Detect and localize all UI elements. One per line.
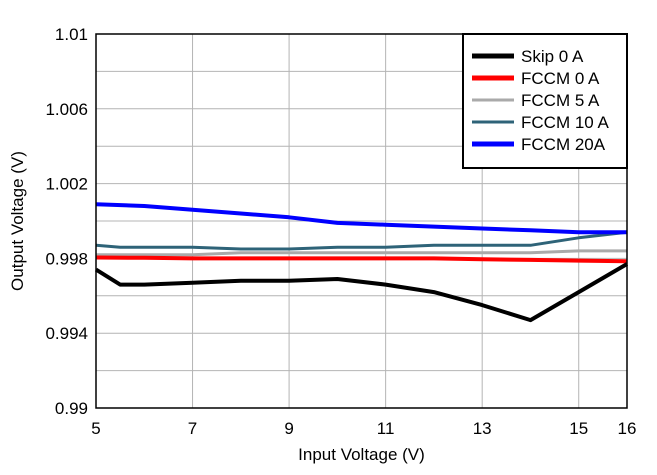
- x-tick-label: 5: [91, 419, 100, 438]
- series-line-4: [95, 202, 627, 235]
- y-axis-label: Output Voltage (V): [8, 151, 27, 291]
- x-tick-label: 13: [473, 419, 492, 438]
- y-tick-label: 1.01: [55, 25, 88, 44]
- plot-frame: [95, 33, 628, 409]
- x-tick-label: 15: [569, 419, 588, 438]
- x-axis-label: Input Voltage (V): [298, 445, 425, 464]
- x-tick-label: 7: [188, 419, 197, 438]
- legend: Skip 0 A FCCM 0 A FCCM 5 A FCCM 10 A FCCM 20…: [462, 33, 628, 169]
- x-tick-label: 16: [618, 419, 637, 438]
- series-line-2: [96, 249, 627, 257]
- x-tick-label: 11: [377, 419, 395, 438]
- legend-label: FCCM 10 A: [521, 113, 610, 132]
- y-tick-label: 1.002: [45, 175, 88, 194]
- series-line-1: [95, 255, 628, 264]
- y-tick-label: 1.006: [45, 100, 88, 119]
- x-tick-labels: 5 7 9 11 13 15 16: [91, 419, 636, 438]
- y-tick-label: 0.998: [45, 249, 88, 268]
- y-tick-label: 0.99: [55, 399, 88, 418]
- series-line-0: [94, 262, 629, 323]
- y-tick-labels: 0.99 0.994 0.998 1.002 1.006 1.01: [45, 25, 88, 418]
- legend-label: FCCM 20A: [521, 135, 606, 154]
- series-layer: [94, 202, 629, 323]
- legend-label: FCCM 5 A: [521, 91, 600, 110]
- series-line-3: [95, 230, 628, 251]
- x-tick-label: 9: [284, 419, 293, 438]
- legend-label: Skip 0 A: [521, 47, 584, 66]
- y-tick-label: 0.994: [45, 324, 88, 343]
- legend-label: FCCM 0 A: [521, 69, 600, 88]
